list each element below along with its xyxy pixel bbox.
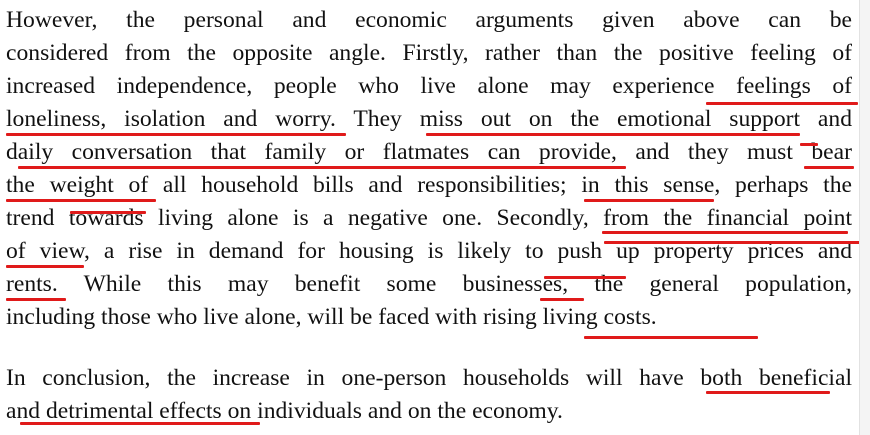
text-line: including those who live alone, will be … bbox=[6, 304, 657, 330]
underline-annotation bbox=[6, 265, 84, 268]
underline-annotation bbox=[602, 231, 848, 234]
text-line: rents. While this may benefit some busin… bbox=[6, 271, 852, 297]
underline-annotation bbox=[6, 298, 66, 301]
underline-annotation bbox=[70, 211, 146, 214]
underline-annotation bbox=[804, 166, 854, 169]
underline-annotation bbox=[706, 102, 858, 105]
underline-annotation bbox=[426, 133, 800, 136]
text-line: trend towards living alone is a negative… bbox=[6, 205, 852, 231]
underline-annotation bbox=[6, 133, 346, 136]
text-line: increased independence, people who live … bbox=[6, 73, 852, 99]
underline-annotation bbox=[20, 422, 260, 425]
text-line: However, the personal and economic argum… bbox=[6, 7, 852, 33]
text-line: considered from the opposite angle. Firs… bbox=[6, 40, 852, 66]
underline-annotation bbox=[800, 143, 818, 146]
text-line: and detrimental effects on individuals a… bbox=[6, 398, 563, 424]
text-line: loneliness, isolation and worry. They mi… bbox=[6, 106, 852, 132]
underline-annotation bbox=[18, 166, 626, 169]
text-line: the weight of all household bills and re… bbox=[6, 172, 852, 198]
underline-annotation bbox=[584, 336, 758, 339]
underline-annotation bbox=[544, 276, 626, 279]
text-line: In conclusion, the increase in one-perso… bbox=[6, 365, 852, 391]
vertical-scrollbar[interactable] bbox=[859, 0, 870, 435]
underline-annotation bbox=[540, 298, 584, 301]
underline-annotation bbox=[604, 241, 866, 244]
underline-annotation bbox=[6, 199, 156, 202]
text-line: of view, a rise in demand for housing is… bbox=[6, 238, 852, 264]
underline-annotation bbox=[706, 391, 830, 394]
text-line: daily conversation that family or flatma… bbox=[6, 139, 852, 165]
underline-annotation bbox=[584, 199, 714, 202]
